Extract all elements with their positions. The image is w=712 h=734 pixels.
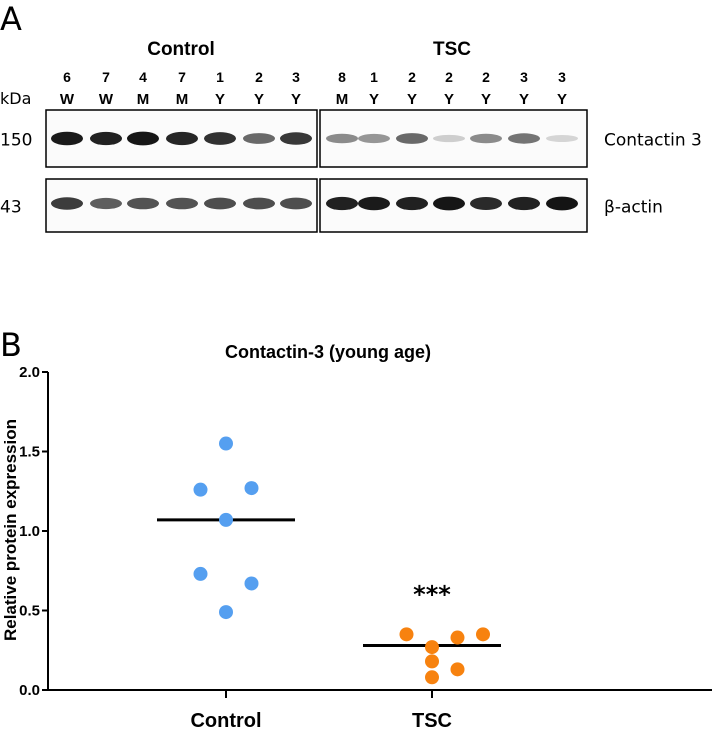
lane-unit: M [137,91,150,108]
blot-band [166,197,198,210]
data-point [219,512,233,527]
blot-band [326,196,358,211]
blot-band [127,197,159,210]
data-point [425,670,439,685]
protein-label: Contactin 3 [604,131,702,151]
blot-band [470,196,502,211]
data-point [450,630,465,645]
data-point [476,627,490,642]
lane-number: 6 [63,69,71,85]
blot-band [90,131,122,146]
blot-band [51,197,83,210]
chart-title: Contactin-3 (young age) [225,342,431,362]
y-tick-label: 1.5 [19,444,40,461]
lane-unit: M [176,91,189,108]
blot-band [127,131,159,146]
lane-unit: Y [519,91,529,108]
blot-band [508,196,540,211]
lane-unit: Y [369,91,379,108]
lane-number: 4 [139,69,147,85]
data-point [399,627,414,642]
lane-number: 7 [178,69,186,85]
y-axis-label: Relative protein expression [1,419,20,641]
data-point [425,654,439,669]
lane-unit: Y [557,91,567,108]
blot-band [433,134,465,143]
blot-band [243,197,275,210]
lane-unit: W [99,91,114,108]
data-point [450,662,465,677]
lane-number: 3 [292,69,300,85]
lane-unit: Y [481,91,491,108]
blot-band [358,133,390,144]
y-tick-label: 0.5 [19,603,40,620]
data-point [425,640,439,655]
data-point [244,481,259,496]
lane-number: 2 [408,69,416,85]
blot-band [90,197,122,210]
lane-number: 2 [445,69,453,85]
data-point [193,482,208,497]
scatter-plot: 0.0 0.5 1.0 1.5 2.0 Control TSC *** [19,364,712,732]
blot-band [396,196,428,211]
kda-label: kDa [0,89,31,108]
blot-band [280,132,312,145]
data-point [219,436,233,451]
blot-band [51,131,83,146]
blot-band [508,133,540,144]
lane-number: 7 [102,69,110,85]
blot-band [546,196,578,211]
protein-label: β-actin [604,198,663,218]
lane-labels: 6 W 7 W 4 M 7 M 1 Y 2 Y 3 Y 8 M 1 Y 2 Y 2 Y 2 Y 3 Y 3 Y [60,69,567,108]
lane-unit: Y [254,91,264,108]
lane-number: 3 [558,69,566,85]
y-tick-label: 1.0 [19,523,40,540]
lane-number: 2 [255,69,263,85]
blot-band [396,133,428,144]
y-tick-label: 0.0 [19,682,40,699]
western-blots: 150 Contactin 3 43 β-actin [0,109,702,233]
blot-band [204,132,236,145]
lane-unit: Y [407,91,417,108]
blot-band [358,196,390,211]
x-tick-label: TSC [412,710,452,732]
x-tick-label: Control [190,710,261,732]
blot-band [280,197,312,210]
group-label-control: Control [147,39,215,60]
lane-number: 2 [482,69,490,85]
blot-band [326,133,358,144]
data-point [193,566,208,581]
blot-band [166,131,198,146]
data-point [244,576,259,591]
kda-marker: 43 [0,198,22,218]
lane-unit: M [336,91,349,108]
lane-unit: Y [291,91,301,108]
blot-band [243,133,275,144]
lane-number: 1 [370,69,378,85]
blot-band [204,197,236,210]
blot-band [470,133,502,144]
panel-a-label: A [0,0,22,38]
lane-number: 3 [520,69,528,85]
lane-unit: Y [215,91,225,108]
data-point [219,605,233,620]
y-tick-label: 2.0 [19,364,40,381]
lane-number: 8 [338,69,346,85]
blot-band [546,135,578,142]
blot-band [433,196,465,211]
panel-b-label: B [0,326,22,364]
significance-annotation: *** [413,581,451,609]
group-label-tsc: TSC [433,39,471,60]
lane-unit: W [60,91,75,108]
kda-marker: 150 [0,131,32,151]
lane-unit: Y [444,91,454,108]
lane-number: 1 [216,69,224,85]
